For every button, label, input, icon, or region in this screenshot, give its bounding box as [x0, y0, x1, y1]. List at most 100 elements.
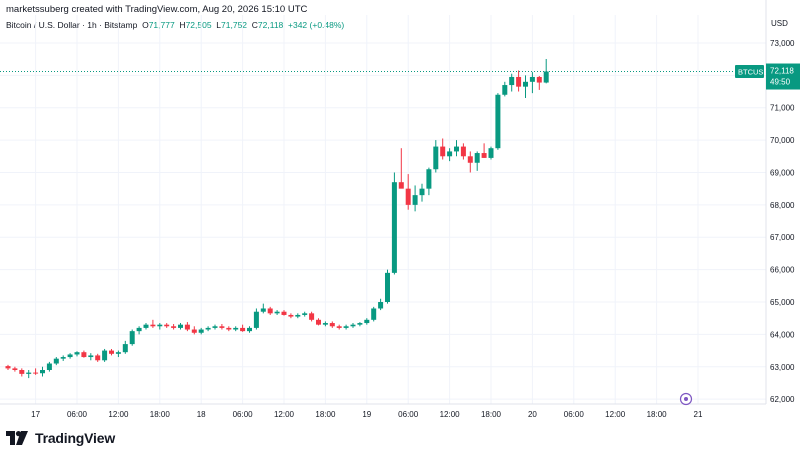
- candle-body[interactable]: [412, 195, 418, 205]
- candle-body[interactable]: [129, 331, 135, 345]
- candle-body[interactable]: [60, 357, 66, 359]
- candle-body[interactable]: [433, 146, 439, 170]
- candle-body[interactable]: [157, 324, 163, 327]
- candle-body[interactable]: [474, 153, 480, 163]
- candle-body[interactable]: [171, 326, 177, 328]
- candle-body[interactable]: [302, 313, 308, 315]
- candle-body[interactable]: [19, 370, 25, 374]
- candle-body[interactable]: [336, 326, 342, 328]
- close-label: C: [251, 20, 258, 30]
- candle-body[interactable]: [143, 324, 149, 328]
- candle-body[interactable]: [74, 352, 80, 355]
- x-tick-label: 12:00: [108, 410, 129, 419]
- candle-body[interactable]: [385, 272, 390, 302]
- candle-body[interactable]: [419, 188, 425, 196]
- candle-body[interactable]: [102, 350, 108, 361]
- candle-body[interactable]: [516, 76, 522, 87]
- candle-body[interactable]: [454, 146, 459, 152]
- candle-body[interactable]: [316, 319, 321, 325]
- candle-body[interactable]: [88, 355, 94, 358]
- candle-body[interactable]: [288, 314, 294, 317]
- x-tick-label: 12:00: [605, 410, 626, 419]
- low-label: L: [216, 20, 222, 30]
- candle-body[interactable]: [81, 352, 87, 358]
- y-tick-label: 64,000: [770, 330, 795, 339]
- candle-body[interactable]: [274, 311, 280, 314]
- candle-body[interactable]: [46, 363, 52, 370]
- countdown-label: 49:50: [770, 78, 791, 87]
- candle-body[interactable]: [509, 76, 515, 86]
- candle-body[interactable]: [122, 344, 128, 353]
- candle-body[interactable]: [391, 182, 397, 273]
- candle-body[interactable]: [529, 76, 535, 82]
- candle-body[interactable]: [398, 182, 404, 189]
- symbol-description[interactable]: Bitcoin / U.S. Dollar · 1h · Bitstamp: [6, 20, 138, 30]
- y-tick-label: 62,000: [770, 395, 795, 404]
- candle-body[interactable]: [543, 71, 549, 83]
- candle-body[interactable]: [184, 324, 190, 330]
- candle-body[interactable]: [260, 308, 266, 312]
- candle-body[interactable]: [33, 372, 39, 374]
- candle-body[interactable]: [536, 76, 542, 83]
- candle-body[interactable]: [267, 308, 273, 314]
- candle-body[interactable]: [460, 146, 466, 157]
- y-tick-label: 71,000: [770, 104, 795, 113]
- candle-body[interactable]: [281, 311, 287, 315]
- candle-body[interactable]: [350, 324, 356, 327]
- candle-body[interactable]: [198, 329, 204, 333]
- x-tick-label: 17: [31, 410, 40, 419]
- candle-body[interactable]: [115, 352, 121, 354]
- candle-body[interactable]: [343, 326, 349, 328]
- x-tick-label: 18: [197, 410, 206, 419]
- candle-body[interactable]: [5, 366, 11, 369]
- candle-body[interactable]: [467, 156, 473, 163]
- change-value: +342 (+0.48%): [288, 20, 345, 30]
- candle-body[interactable]: [178, 324, 183, 328]
- candle-body[interactable]: [95, 355, 101, 361]
- y-tick-label: 70,000: [770, 136, 795, 145]
- tradingview-branding[interactable]: TradingView: [6, 430, 115, 446]
- candle-body[interactable]: [12, 368, 18, 370]
- candle-body[interactable]: [226, 327, 232, 330]
- candle-body[interactable]: [502, 85, 508, 95]
- candle-body[interactable]: [357, 323, 363, 325]
- candle-body[interactable]: [26, 372, 32, 374]
- candle-body[interactable]: [426, 169, 432, 189]
- tradingview-logo-icon: [6, 431, 28, 445]
- candle-body[interactable]: [309, 313, 315, 320]
- candle-body[interactable]: [212, 326, 218, 328]
- candle-body[interactable]: [205, 327, 211, 330]
- candle-body[interactable]: [371, 308, 377, 320]
- candle-body[interactable]: [40, 370, 45, 374]
- candle-body[interactable]: [253, 311, 259, 328]
- candle-body[interactable]: [447, 151, 453, 157]
- candle-body[interactable]: [481, 153, 487, 158]
- candle-body[interactable]: [405, 188, 411, 205]
- candle-body[interactable]: [247, 327, 252, 332]
- candle-body[interactable]: [240, 327, 246, 332]
- candle-body[interactable]: [233, 327, 239, 330]
- candle-body[interactable]: [322, 323, 328, 325]
- candle-body[interactable]: [219, 326, 225, 328]
- candle-body[interactable]: [136, 327, 142, 332]
- candle-body[interactable]: [329, 323, 335, 327]
- candle-body[interactable]: [488, 148, 494, 158]
- candle-body[interactable]: [495, 94, 501, 149]
- candle-body[interactable]: [150, 324, 156, 327]
- candle-body[interactable]: [295, 314, 301, 317]
- last-price-label: 72,118: [770, 67, 794, 76]
- close-value: 72,118: [257, 20, 284, 30]
- candle-body[interactable]: [440, 146, 446, 157]
- candle-body[interactable]: [164, 324, 170, 327]
- candle-body[interactable]: [67, 354, 73, 358]
- candle-body[interactable]: [378, 302, 384, 309]
- candle-body[interactable]: [53, 358, 59, 364]
- candle-body[interactable]: [364, 319, 370, 324]
- y-tick-label: 67,000: [770, 233, 795, 242]
- symbol-tag-label: BTCUSD: [738, 68, 769, 77]
- candle-body[interactable]: [523, 81, 528, 87]
- candle-body[interactable]: [109, 350, 114, 354]
- x-tick-label: 19: [362, 410, 371, 419]
- candle-body[interactable]: [191, 329, 197, 333]
